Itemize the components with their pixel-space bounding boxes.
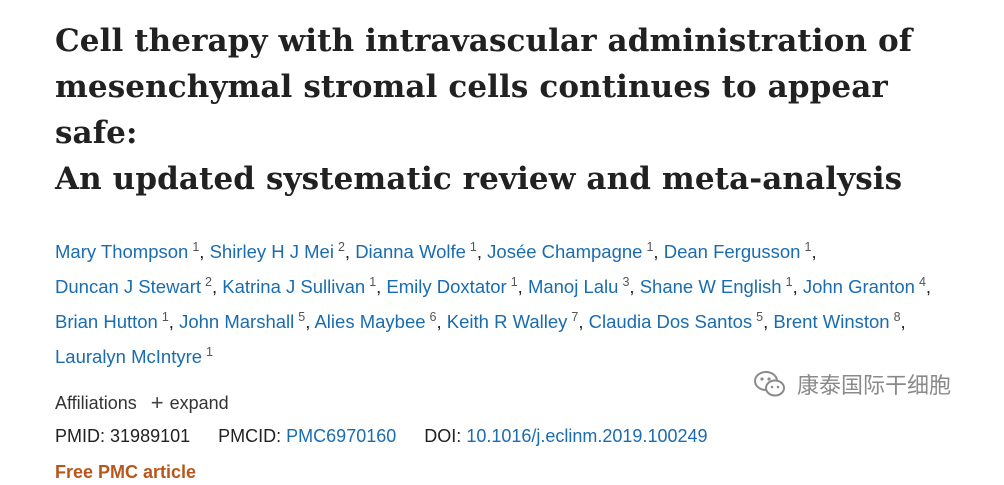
author-item: John Marshall 5, — [179, 310, 311, 332]
author-separator: , — [792, 276, 798, 297]
author-item: Shirley H J Mei 2, — [209, 240, 351, 262]
author-link[interactable]: Emily Doxtator — [386, 276, 507, 297]
author-link[interactable]: Brent Winston — [773, 311, 890, 332]
title-line-2: mesenchymal stromal cells continues to a… — [55, 69, 888, 151]
author-item: Josée Champagne 1, — [487, 240, 659, 262]
doi-label: DOI: — [424, 426, 462, 446]
author-link[interactable]: Lauralyn McIntyre — [55, 346, 203, 367]
author-separator: , — [344, 241, 351, 262]
author-separator: , — [305, 311, 311, 332]
author-separator: , — [811, 241, 817, 262]
author-item: Shane W English 1, — [639, 275, 798, 297]
author-separator: , — [763, 311, 769, 332]
author-separator: , — [436, 311, 442, 332]
affiliation-number[interactable]: 2 — [205, 275, 212, 289]
author-item: Keith R Walley 7, — [446, 310, 584, 332]
article-title: Cell therapy with intravascular administ… — [55, 18, 975, 202]
author-separator: , — [199, 241, 205, 262]
author-separator: , — [517, 276, 523, 297]
affiliations-row: Affiliations + expand — [55, 390, 975, 416]
author-link[interactable]: Josée Champagne — [487, 241, 643, 262]
watermark-text: 康泰国际干细胞 — [797, 373, 952, 398]
expand-affiliations-button[interactable]: + expand — [151, 390, 229, 416]
author-item: Alies Maybee 6, — [314, 310, 442, 332]
affiliation-number[interactable]: 5 — [298, 310, 306, 324]
pmcid-link[interactable]: PMC6970160 — [286, 426, 397, 446]
author-item: Emily Doxtator 1, — [386, 275, 523, 297]
doi-link[interactable]: 10.1016/j.eclinm.2019.100249 — [466, 426, 708, 446]
affiliation-number[interactable]: 8 — [893, 310, 901, 324]
author-separator: , — [900, 311, 906, 332]
wechat-icon — [754, 371, 785, 397]
author-separator: , — [376, 276, 382, 297]
author-item: Dean Fergusson 1, — [663, 240, 817, 262]
author-link[interactable]: Shane W English — [639, 276, 782, 297]
author-link[interactable]: Manoj Lalu — [527, 276, 619, 297]
author-item: Brent Winston 8, — [773, 310, 906, 332]
expand-label: expand — [169, 393, 229, 413]
pmid-value: 31989101 — [110, 426, 191, 446]
author-item: Manoj Lalu 3, — [527, 275, 635, 297]
author-separator: , — [925, 276, 932, 297]
author-link[interactable]: Keith R Walley — [446, 311, 568, 332]
affiliation-number[interactable]: 3 — [622, 275, 630, 289]
watermark: 康泰国际干细胞 — [753, 368, 951, 400]
author-separator: , — [629, 276, 635, 297]
affiliation-number[interactable]: 1 — [510, 275, 518, 289]
affiliations-label: Affiliations — [55, 393, 137, 413]
author-item: Duncan J Stewart 2, — [55, 275, 218, 297]
affiliation-number[interactable]: 1 — [804, 240, 812, 254]
affiliation-number[interactable]: 1 — [192, 240, 200, 254]
author-link[interactable]: Katrina J Sullivan — [222, 276, 366, 297]
author-item: John Granton 4, — [802, 275, 932, 297]
title-line-3: An updated systematic review and meta-an… — [55, 161, 903, 197]
affiliation-number[interactable]: 1 — [369, 275, 377, 289]
identifiers-row: PMID: 31989101 PMCID: PMC6970160 DOI: 10… — [55, 423, 975, 449]
author-link[interactable]: Shirley H J Mei — [209, 241, 334, 262]
author-link[interactable]: Brian Hutton — [55, 311, 158, 332]
affiliation-number[interactable]: 1 — [206, 345, 213, 359]
author-item: Claudia Dos Santos 5, — [588, 310, 769, 332]
author-link[interactable]: Claudia Dos Santos — [588, 311, 753, 332]
author-separator: , — [476, 241, 483, 262]
author-item: Mary Thompson 1, — [55, 240, 205, 262]
affiliation-number[interactable]: 7 — [571, 310, 579, 324]
author-item: Brian Hutton 1, — [55, 310, 174, 332]
author-separator: , — [578, 311, 584, 332]
author-separator: , — [168, 311, 174, 332]
affiliation-number[interactable]: 5 — [756, 310, 764, 324]
author-separator: , — [653, 241, 659, 262]
affiliation-number[interactable]: 1 — [785, 275, 793, 289]
author-link[interactable]: John Granton — [802, 276, 915, 297]
pmcid-label: PMCID: — [218, 426, 282, 446]
article-header: Cell therapy with intravascular administ… — [55, 18, 975, 485]
affiliation-number[interactable]: 6 — [429, 310, 437, 324]
free-pmc-article-link[interactable]: Free PMC article — [55, 462, 197, 482]
author-separator: , — [211, 276, 218, 297]
author-link[interactable]: Duncan J Stewart — [55, 276, 202, 297]
author-item: Lauralyn McIntyre 1 — [55, 345, 213, 367]
author-list: Mary Thompson 1, Shirley H J Mei 2, Dianna… — [55, 232, 975, 372]
author-link[interactable]: Dianna Wolfe — [355, 241, 466, 262]
affiliation-number[interactable]: 4 — [918, 275, 926, 289]
affiliation-number[interactable]: 1 — [469, 240, 477, 254]
title-line-1: Cell therapy with intravascular administ… — [55, 23, 913, 59]
author-link[interactable]: Alies Maybee — [314, 311, 426, 332]
affiliation-number[interactable]: 2 — [337, 240, 345, 254]
affiliation-number[interactable]: 1 — [646, 240, 654, 254]
author-item: Dianna Wolfe 1, — [355, 240, 483, 262]
affiliation-number[interactable]: 1 — [161, 310, 169, 324]
author-item: Katrina J Sullivan 1, — [222, 275, 382, 297]
author-link[interactable]: Dean Fergusson — [663, 241, 801, 262]
pmid-label: PMID: — [55, 426, 106, 446]
plus-icon: + — [150, 390, 164, 415]
author-link[interactable]: John Marshall — [179, 311, 295, 332]
author-link[interactable]: Mary Thompson — [55, 241, 189, 262]
